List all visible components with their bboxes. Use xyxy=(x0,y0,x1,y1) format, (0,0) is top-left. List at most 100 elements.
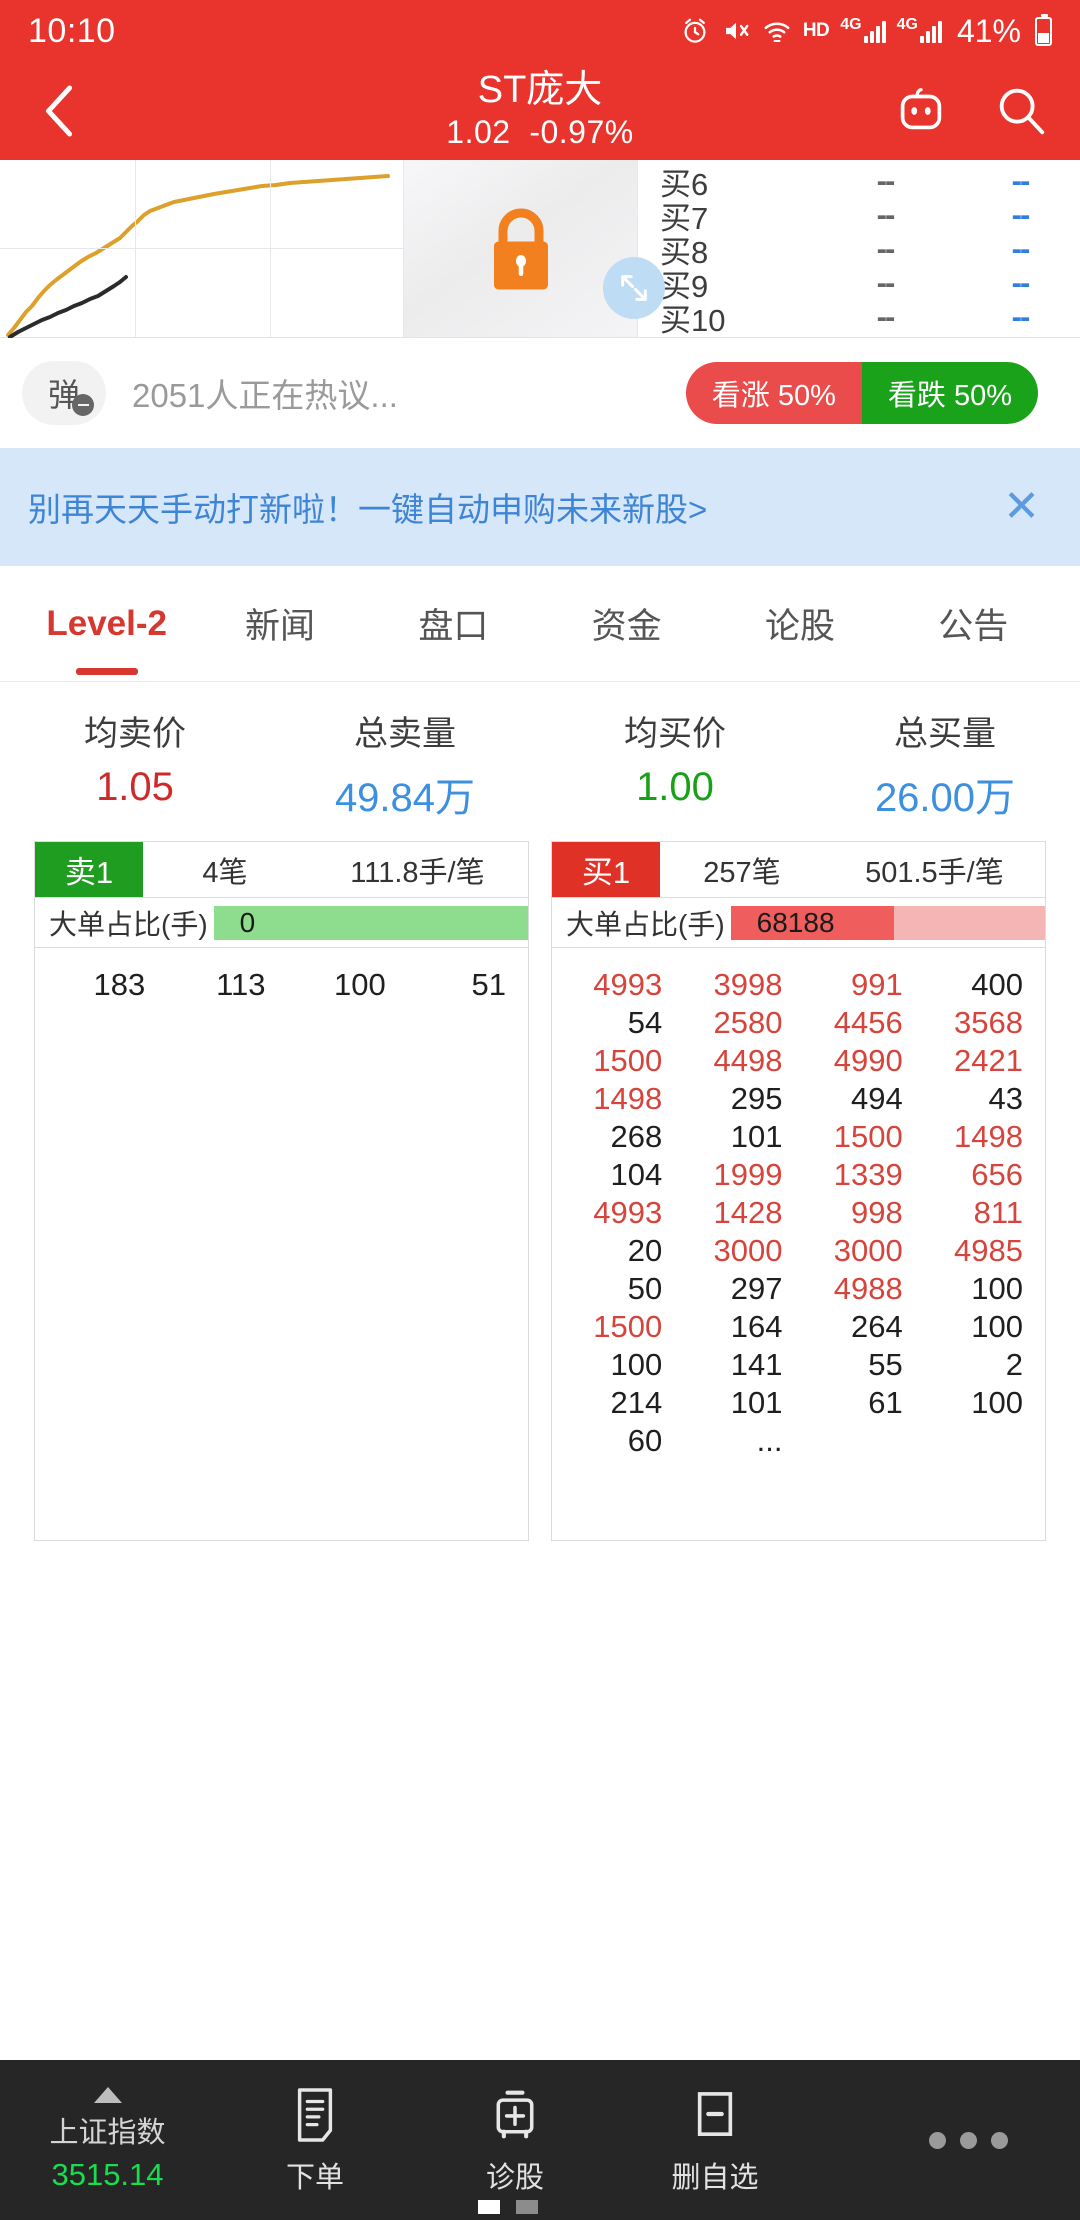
buy-cell: 264 xyxy=(851,1309,903,1344)
sell-cell: 51 xyxy=(471,967,506,1002)
page-indicator xyxy=(478,2200,538,2214)
change-percent: -0.97% xyxy=(529,114,634,151)
bullish-button[interactable]: 看涨 50% xyxy=(685,362,862,424)
wifi-icon xyxy=(764,22,790,42)
order-book-qty: -- xyxy=(1011,231,1031,266)
buy-big-order-label: 大单占比(手) xyxy=(566,908,725,940)
discussion-bar[interactable]: 弹 2051人正在热议... 看涨 50% 看跌 50% xyxy=(0,338,1080,448)
buy-cell: 991 xyxy=(851,967,903,1002)
table-row: 50 297 4988 100 xyxy=(552,1270,1033,1308)
buy-cell: 4456 xyxy=(833,1005,903,1040)
table-row: 100 141 55 2 xyxy=(552,1346,1033,1384)
tab-news[interactable]: 新闻 xyxy=(244,607,315,646)
buy-cell: 268 xyxy=(610,1119,663,1154)
tab-bar: Level-2 新闻 盘口 资金 论股 公告 xyxy=(0,566,1080,682)
sell-big-order-value: 0 xyxy=(239,906,256,938)
buy-orders-count: 257笔 xyxy=(703,856,781,889)
more-dots-icon[interactable] xyxy=(929,2131,1008,2149)
order-book-qty: -- xyxy=(1011,265,1031,300)
tab-level2[interactable]: Level-2 xyxy=(20,566,193,681)
buy-cell: 101 xyxy=(730,1119,783,1154)
buy-cell: 656 xyxy=(971,1157,1023,1192)
order-book-row[interactable]: 买7 -- -- xyxy=(660,197,1080,236)
buy-cell: 297 xyxy=(730,1271,783,1306)
sell-big-order-track: 0 xyxy=(213,905,528,940)
signal-4g-label-1: 4G xyxy=(840,16,862,33)
order-book-row[interactable]: 买8 -- -- xyxy=(660,231,1080,270)
buy-cell: 400 xyxy=(971,967,1023,1002)
tab-capital[interactable]: 资金 xyxy=(591,607,662,646)
buy-cell: 4985 xyxy=(954,1233,1023,1268)
buy-book-header: 买1 257笔 501.5手/笔 xyxy=(552,842,1045,898)
back-chevron-icon[interactable] xyxy=(30,81,90,141)
table-row: 1500 4498 4990 2421 xyxy=(552,1042,1033,1080)
search-icon[interactable] xyxy=(992,82,1050,140)
table-row: 214 101 61 100 xyxy=(552,1384,1033,1422)
signal-4g-label-2: 4G xyxy=(896,16,918,33)
expand-arrows-icon[interactable] xyxy=(603,257,665,319)
buy-cell: 1500 xyxy=(833,1119,903,1154)
intraday-chart[interactable] xyxy=(0,160,404,339)
buy-big-order-track: 68188 xyxy=(730,905,1045,940)
buy-cell: 60 xyxy=(627,1423,663,1458)
buy-cell: 2580 xyxy=(713,1005,783,1040)
title-actions xyxy=(892,82,1050,140)
index-name: 上证指数 xyxy=(49,2117,166,2149)
lock-icon xyxy=(493,208,548,289)
locked-chart-panel[interactable] xyxy=(404,160,665,337)
summary-value: 26.00万 xyxy=(874,776,1016,820)
sell-book-grid: 183 113 100 51 xyxy=(35,948,528,1540)
tab-forum[interactable]: 论股 xyxy=(764,607,835,646)
chart-lines xyxy=(6,174,390,339)
buy-cell: 20 xyxy=(627,1233,663,1268)
mute-icon xyxy=(725,22,749,40)
bearish-button[interactable]: 看跌 50% xyxy=(861,362,1038,424)
bottom-nav-bar: 上证指数 3515.14 下单 诊股 xyxy=(0,2060,1080,2220)
buy-cell: 4993 xyxy=(593,967,663,1002)
buy-cell: 295 xyxy=(730,1081,783,1116)
buy-cell: 4498 xyxy=(713,1043,783,1078)
buy-cell: 494 xyxy=(851,1081,903,1116)
nav-label: 删自选 xyxy=(671,2162,759,2194)
order-book-price: -- xyxy=(876,299,896,334)
buy-cell: 998 xyxy=(851,1195,903,1230)
books-container: 卖1 4笔 111.8手/笔 大单占比(手) 0 183 113 100 51 … xyxy=(0,841,1080,1541)
summary-value: 1.00 xyxy=(636,765,714,809)
order-book-label: 买6 xyxy=(660,166,709,202)
alarm-icon xyxy=(684,18,706,43)
buy-cell: 1500 xyxy=(593,1043,663,1078)
current-price: 1.02 xyxy=(446,114,511,151)
hd-icon: HD xyxy=(802,20,830,41)
market-index[interactable]: 上证指数 3515.14 xyxy=(0,2087,215,2193)
buy-cell: 61 xyxy=(868,1385,903,1420)
index-value: 3515.14 xyxy=(51,2157,164,2192)
order-book-row[interactable]: 买6 -- -- xyxy=(660,163,1080,202)
summary-total-buy-volume: 总买量 26.00万 xyxy=(810,706,1080,823)
table-row: 4993 3998 991 400 xyxy=(552,966,1033,1004)
buy-cell: 55 xyxy=(868,1347,903,1382)
sell-orders-count: 4笔 xyxy=(202,856,248,889)
buy-cell: 104 xyxy=(610,1157,663,1192)
avatar: 弹 xyxy=(22,361,106,425)
nav-item-order[interactable]: 下单 xyxy=(215,2084,415,2196)
order-book-row[interactable]: 买10 -- -- xyxy=(660,299,1080,338)
summary-label: 总卖量 xyxy=(354,715,456,753)
summary-value: 49.84万 xyxy=(334,776,476,820)
close-icon[interactable]: ✕ xyxy=(1003,482,1040,531)
nav-label: 诊股 xyxy=(485,2162,544,2194)
nav-item-remove-watchlist[interactable]: 删自选 xyxy=(615,2084,815,2196)
buy-cell: 50 xyxy=(627,1271,663,1306)
order-list-icon xyxy=(215,2084,415,2146)
tab-orderbook[interactable]: 盘口 xyxy=(418,607,489,646)
buy-cell: 43 xyxy=(988,1081,1023,1116)
buy-avg-per-order: 501.5手/笔 xyxy=(865,856,1004,889)
order-book-row[interactable]: 买9 -- -- xyxy=(660,265,1080,304)
buy-big-order-bar: 大单占比(手) 68188 xyxy=(552,898,1045,948)
buy-cell: 101 xyxy=(730,1385,783,1420)
order-book-price: -- xyxy=(876,197,896,232)
tab-announcement[interactable]: 公告 xyxy=(938,607,1009,646)
promo-banner[interactable]: 别再天天手动打新啦！一键自动申购未来新股> ✕ xyxy=(0,448,1080,566)
buy-cell: 3000 xyxy=(713,1233,783,1268)
robot-icon[interactable] xyxy=(892,82,950,140)
nav-item-diagnose[interactable]: 诊股 xyxy=(415,2084,615,2196)
